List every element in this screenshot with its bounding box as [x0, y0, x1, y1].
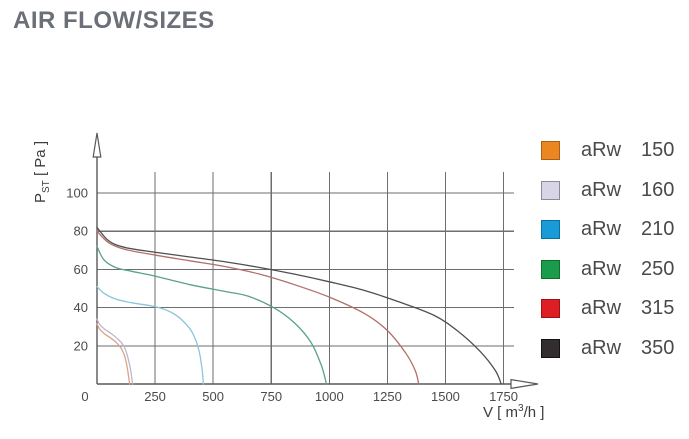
legend-label-250: aRw 250 [581, 258, 674, 281]
legend-item-aRw-160: aRw 160 [541, 179, 674, 202]
legend-series-name: aRw [581, 218, 622, 240]
x-tick-1500: 1500 [431, 389, 460, 404]
legend-series-name: aRw [581, 178, 622, 201]
curve-aRw-250 [96, 245, 328, 385]
legend-series-size: 150 [641, 139, 675, 161]
y-tick-20: 20 [74, 338, 88, 353]
legend-label-315: aRw 315 [581, 297, 674, 320]
x-axis-label-symbol: V [ m [483, 404, 519, 421]
x-axis-label: V [ m3/h ] [483, 403, 544, 421]
curve-aRw-150 [96, 323, 131, 385]
legend-series-size: 210 [641, 218, 675, 240]
legend-swatch-icon-315 [541, 299, 560, 318]
x-tick-1000: 1000 [315, 389, 344, 404]
x-axis-arrow-icon [510, 378, 539, 390]
curve-aRw-210 [96, 285, 205, 385]
legend-series-size: 160 [641, 178, 675, 201]
legend-item-aRw-250: aRw 250 [541, 258, 674, 281]
legend-series-size: 350 [641, 336, 675, 359]
legend-series-name: aRw [581, 297, 622, 319]
x-axis-label-superscript: 3 [518, 403, 524, 414]
curve-aRw-350 [96, 226, 502, 385]
legend-label-150: aRw 150 [581, 139, 674, 162]
legend: aRw 150 aRw 160 aRw 210 aRw 250 aRw 315 aRw 350 [541, 139, 674, 378]
x-axis-label-unit: /h ] [523, 404, 545, 421]
y-tick-100: 100 [66, 186, 88, 201]
x-tick-0: 0 [81, 389, 88, 404]
y-tick-80: 80 [74, 224, 88, 239]
legend-series-name: aRw [581, 139, 622, 161]
legend-label-210: aRw 210 [581, 218, 674, 241]
legend-item-aRw-210: aRw 210 [541, 218, 674, 241]
y-axis-label: PST [ Pa ] [32, 112, 52, 232]
x-tick-250: 250 [144, 389, 166, 404]
legend-label-160: aRw 160 [581, 179, 674, 202]
legend-swatch-icon-160 [541, 180, 560, 200]
x-tick-1750: 1750 [489, 389, 518, 404]
legend-series-size: 315 [641, 297, 675, 319]
x-tick-500: 500 [202, 389, 224, 404]
page-title: AIR FLOW/SIZES [13, 7, 215, 34]
legend-label-350: aRw 350 [581, 337, 674, 360]
legend-item-aRw-315: aRw 315 [541, 297, 674, 320]
x-tick-750: 750 [260, 389, 282, 404]
legend-item-aRw-150: aRw 150 [541, 139, 674, 162]
legend-swatch-icon-150 [541, 141, 560, 160]
y-tick-60: 60 [74, 262, 88, 277]
legend-swatch-icon-350 [541, 338, 560, 358]
y-axis-label-subscript: ST [41, 180, 52, 193]
y-axis-arrow-icon [92, 132, 102, 158]
curve-aRw-160 [96, 318, 134, 385]
x-tick-1250: 1250 [373, 389, 402, 404]
legend-series-size: 250 [641, 257, 675, 280]
legend-series-name: aRw [581, 336, 622, 359]
legend-swatch-icon-210 [541, 220, 560, 239]
y-axis-label-unit: [ Pa ] [32, 141, 49, 181]
legend-item-aRw-350: aRw 350 [541, 337, 674, 360]
y-tick-40: 40 [74, 300, 88, 315]
y-axis-label-symbol: P [32, 192, 49, 203]
curve-aRw-315 [96, 230, 420, 385]
legend-series-name: aRw [581, 257, 622, 280]
legend-swatch-icon-250 [541, 259, 560, 279]
